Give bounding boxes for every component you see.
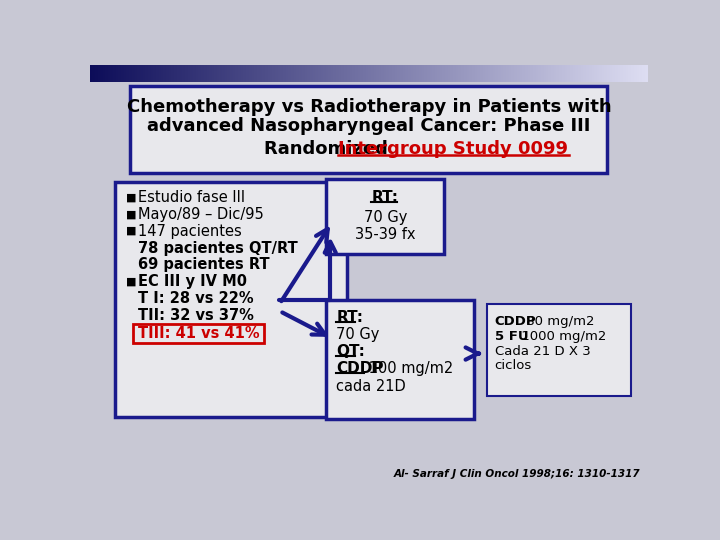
Text: EC III y IV M0: EC III y IV M0: [138, 274, 247, 289]
Text: TIII: 41 vs 41%: TIII: 41 vs 41%: [138, 326, 260, 341]
Text: advanced Nasopharyngeal Cancer: Phase III: advanced Nasopharyngeal Cancer: Phase II…: [148, 117, 590, 136]
FancyBboxPatch shape: [487, 303, 631, 396]
Text: 80 mg/m2: 80 mg/m2: [523, 315, 595, 328]
Text: RT:: RT:: [336, 310, 364, 325]
Text: Mayo/89 – Dic/95: Mayo/89 – Dic/95: [138, 207, 264, 222]
Text: cada 21D: cada 21D: [336, 379, 406, 394]
Text: 70 Gy: 70 Gy: [336, 327, 380, 342]
Text: ■: ■: [126, 209, 136, 219]
Text: CDDP: CDDP: [495, 315, 536, 328]
FancyBboxPatch shape: [326, 300, 474, 419]
FancyBboxPatch shape: [326, 179, 444, 254]
Text: Chemotherapy vs Radiotherapy in Patients with: Chemotherapy vs Radiotherapy in Patients…: [127, 98, 611, 116]
Text: ■: ■: [126, 192, 136, 202]
Text: ■: ■: [126, 277, 136, 287]
Text: Randomized: Randomized: [264, 140, 395, 159]
Text: ciclos: ciclos: [495, 359, 532, 372]
Text: ■: ■: [126, 226, 136, 236]
Text: 69 pacientes RT: 69 pacientes RT: [138, 258, 270, 273]
Text: Al- Sarraf J Clin Oncol 1998;16: 1310-1317: Al- Sarraf J Clin Oncol 1998;16: 1310-13…: [394, 469, 640, 480]
Text: QT:: QT:: [336, 344, 365, 359]
Text: RT:: RT:: [372, 190, 399, 205]
Text: 5 FU: 5 FU: [495, 330, 528, 343]
Text: 78 pacientes QT/RT: 78 pacientes QT/RT: [138, 240, 298, 255]
Text: Intergroup Study 0099: Intergroup Study 0099: [338, 140, 568, 159]
Text: TII: 32 vs 37%: TII: 32 vs 37%: [138, 308, 254, 323]
Text: 1000 mg/m2: 1000 mg/m2: [517, 330, 606, 343]
Text: 100 mg/m2: 100 mg/m2: [364, 361, 454, 376]
Text: T I: 28 vs 22%: T I: 28 vs 22%: [138, 292, 253, 306]
Text: 70 Gy: 70 Gy: [364, 210, 407, 225]
Text: CDDP: CDDP: [336, 361, 384, 376]
Text: 147 pacientes: 147 pacientes: [138, 224, 242, 239]
Text: Cada 21 D X 3: Cada 21 D X 3: [495, 345, 590, 357]
Text: Estudio fase III: Estudio fase III: [138, 190, 246, 205]
FancyBboxPatch shape: [114, 182, 347, 417]
Text: 35-39 fx: 35-39 fx: [355, 227, 415, 242]
FancyBboxPatch shape: [132, 325, 264, 343]
FancyBboxPatch shape: [130, 86, 607, 173]
